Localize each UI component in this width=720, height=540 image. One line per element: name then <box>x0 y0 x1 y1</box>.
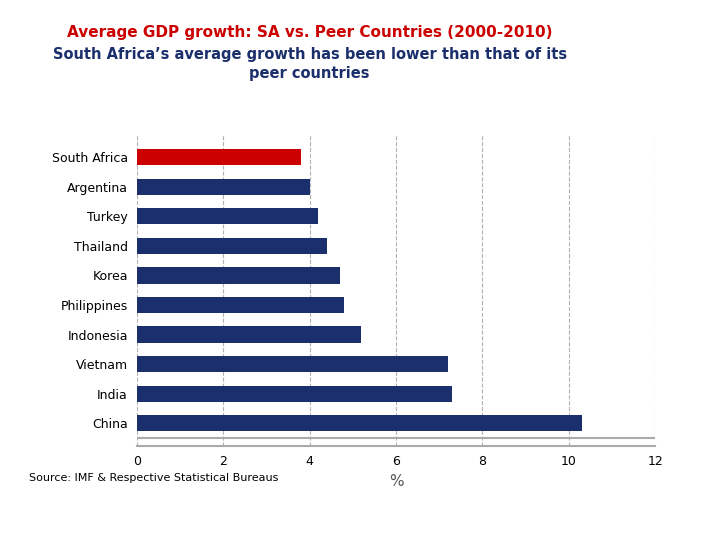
Text: South Africa’s average growth has been lower than that of its: South Africa’s average growth has been l… <box>53 46 567 62</box>
Bar <box>137 149 301 165</box>
X-axis label: %: % <box>389 474 403 489</box>
Text: Source: IMF & Respective Statistical Bureaus: Source: IMF & Respective Statistical Bur… <box>29 473 278 483</box>
Bar <box>137 297 344 313</box>
Bar <box>137 238 327 254</box>
Bar <box>137 179 310 195</box>
Bar <box>137 267 340 284</box>
Bar <box>137 386 452 402</box>
Bar <box>137 415 582 431</box>
Bar <box>137 208 318 225</box>
Text: Slide # 4: Slide # 4 <box>330 514 390 527</box>
Text: Average GDP growth: SA vs. Peer Countries (2000-2010): Average GDP growth: SA vs. Peer Countrie… <box>67 25 552 40</box>
Bar <box>137 327 361 343</box>
Text: peer countries: peer countries <box>249 66 370 81</box>
Bar <box>137 356 448 372</box>
